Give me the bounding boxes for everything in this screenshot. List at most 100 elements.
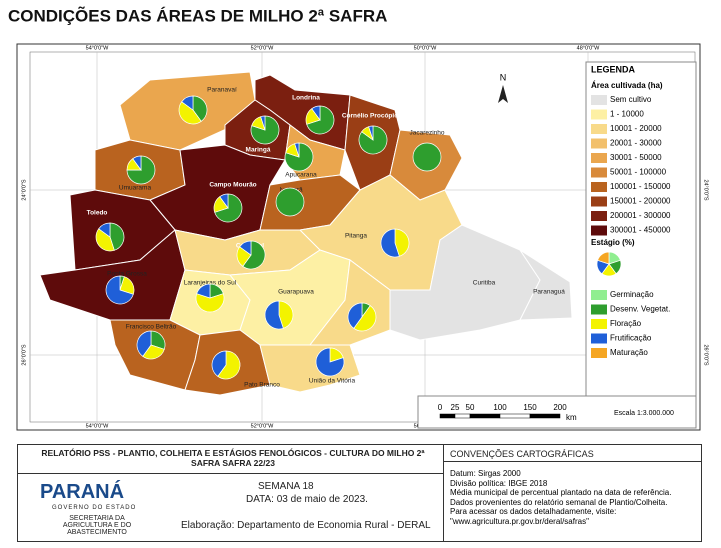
legend-swatch: [591, 196, 607, 207]
region-label: Laranjeiras do Sul: [184, 280, 237, 287]
pie-slice: [412, 142, 442, 172]
pie-slice: [380, 228, 400, 258]
pie-slice: [368, 125, 374, 141]
region-label: Campo Mourão: [209, 182, 256, 189]
pie-slice: [150, 330, 166, 350]
pie-slice: [126, 155, 156, 185]
region-label: Maringá: [246, 147, 271, 154]
lat-label: 26°0'0"S: [21, 344, 27, 365]
region: [519, 249, 573, 321]
lon-label: 52°0'0"W: [251, 45, 274, 51]
lon-label: 54°0'0"W: [86, 423, 109, 429]
conventions-title: CONVENÇÕES CARTOGRÁFICAS: [450, 449, 594, 459]
pie-slice: [275, 187, 305, 217]
region-label: União da Vitória: [309, 378, 356, 385]
region-label: Jacarezinho: [409, 130, 444, 137]
scale-segment: [529, 413, 561, 419]
legend-label: 200001 - 300000: [610, 211, 671, 220]
lon-label: 48°0'0"W: [577, 45, 600, 51]
legend-swatch: [591, 290, 607, 300]
scale-tick: 50: [466, 403, 475, 412]
pie-slice: [294, 142, 300, 158]
conventions: Datum: Sirgas 2000 Divisão política: IBGE…: [450, 469, 671, 526]
legend-swatch: [591, 182, 607, 192]
lat-label: 26°0'0"S: [703, 344, 709, 365]
pie-slice: [136, 330, 152, 357]
scale-ratio: Escala 1:3.000.000: [614, 410, 674, 417]
pie-slice: [95, 228, 115, 252]
region-label: Toledo: [87, 210, 108, 217]
region-label: Paranaguá: [533, 289, 565, 296]
region-label: Curitiba: [473, 280, 496, 287]
pie-slice: [347, 302, 363, 329]
legend-swatch: [591, 319, 607, 329]
legend-label: 10001 - 20000: [610, 124, 662, 133]
pie-slice: [315, 347, 345, 377]
lat-label: 24°0'0"S: [703, 179, 709, 200]
logo: PARANÁ: [40, 481, 125, 503]
pie-slice: [260, 115, 266, 131]
org: SECRETARIA DA AGRICULTURA E DO ABASTECIM…: [62, 515, 132, 536]
convention-line: Dados provenientes do relatório semanal …: [450, 497, 668, 507]
footer: RELATÓRIO PSS - PLANTIO, COLHEITA E ESTÁ…: [17, 444, 702, 542]
date: DATA: 03 de maio de 2023.: [246, 494, 368, 505]
region-label: Ponta Grossa: [107, 271, 147, 278]
scale-tick: 150: [523, 403, 537, 412]
pie-slice: [264, 300, 284, 330]
pie-slice: [242, 240, 266, 270]
footer-left: RELATÓRIO PSS - PLANTIO, COLHEITA E ESTÁ…: [18, 445, 444, 541]
pie-slice: [597, 251, 610, 265]
pie-slice: [211, 350, 227, 377]
pie-slice: [132, 155, 142, 172]
region-label: Apucarana: [285, 172, 317, 179]
region-label: Pitanga: [345, 233, 367, 240]
legend-label: Floração: [610, 319, 642, 328]
legend-label: Germinação: [610, 290, 654, 299]
legend-label: Desenv. Vegetat.: [610, 305, 670, 314]
legend-swatch: [591, 333, 607, 344]
pie-slice: [311, 105, 321, 122]
region-label: Cornélio Procópio: [342, 113, 398, 120]
legend-swatch: [591, 211, 607, 221]
lon-label: 50°0'0"W: [414, 45, 437, 51]
pie-slice: [353, 305, 377, 332]
legend-swatch: [591, 225, 607, 236]
scale-segment: [454, 413, 471, 419]
convention-line: Datum: Sirgas 2000: [450, 469, 521, 478]
legend-label: 100001 - 150000: [610, 182, 671, 191]
convention-line: Média municipal de percentual plantado n…: [450, 488, 672, 497]
scale-segment: [499, 413, 531, 419]
pie-slice: [109, 222, 125, 251]
legend-label: 20001 - 30000: [610, 139, 662, 148]
legend-swatch: [591, 109, 607, 120]
pie-slice: [105, 275, 134, 305]
legend-label: 300001 - 450000: [610, 226, 671, 235]
region: [389, 224, 541, 341]
scale-tick: 200: [553, 403, 567, 412]
pie-slice: [394, 228, 410, 257]
scale-box: [417, 395, 697, 429]
report-title: RELATÓRIO PSS - PLANTIO, COLHEITA E ESTÁ…: [41, 448, 425, 468]
legend-swatch: [591, 304, 607, 315]
legend-label: Sem cultivo: [610, 95, 652, 104]
report-divider: [18, 473, 443, 474]
lon-label: 54°0'0"W: [86, 45, 109, 51]
north-arrow: [498, 85, 508, 103]
pie-slice: [219, 193, 229, 210]
pie-slice: [142, 344, 165, 360]
legend-swatch: [591, 95, 607, 105]
scale-unit: km: [566, 413, 577, 422]
legend-label: 150001 - 200000: [610, 197, 671, 206]
lon-label: 52°0'0"W: [251, 423, 274, 429]
region-label: Londrina: [292, 95, 320, 102]
legend-swatch: [591, 153, 607, 163]
legend-label: 30001 - 50000: [610, 153, 662, 162]
legend-label: Maturação: [610, 348, 648, 357]
region-label: Pato Branco: [244, 382, 280, 389]
legend-label: 1 - 10000: [610, 110, 644, 119]
pie-slice: [192, 95, 208, 122]
pie-slice: [239, 240, 252, 256]
convention-line: "www.agricultura.pr.gov.br/deral/safras": [450, 516, 589, 526]
pie-slice: [278, 300, 294, 329]
pie-slice: [195, 293, 225, 313]
